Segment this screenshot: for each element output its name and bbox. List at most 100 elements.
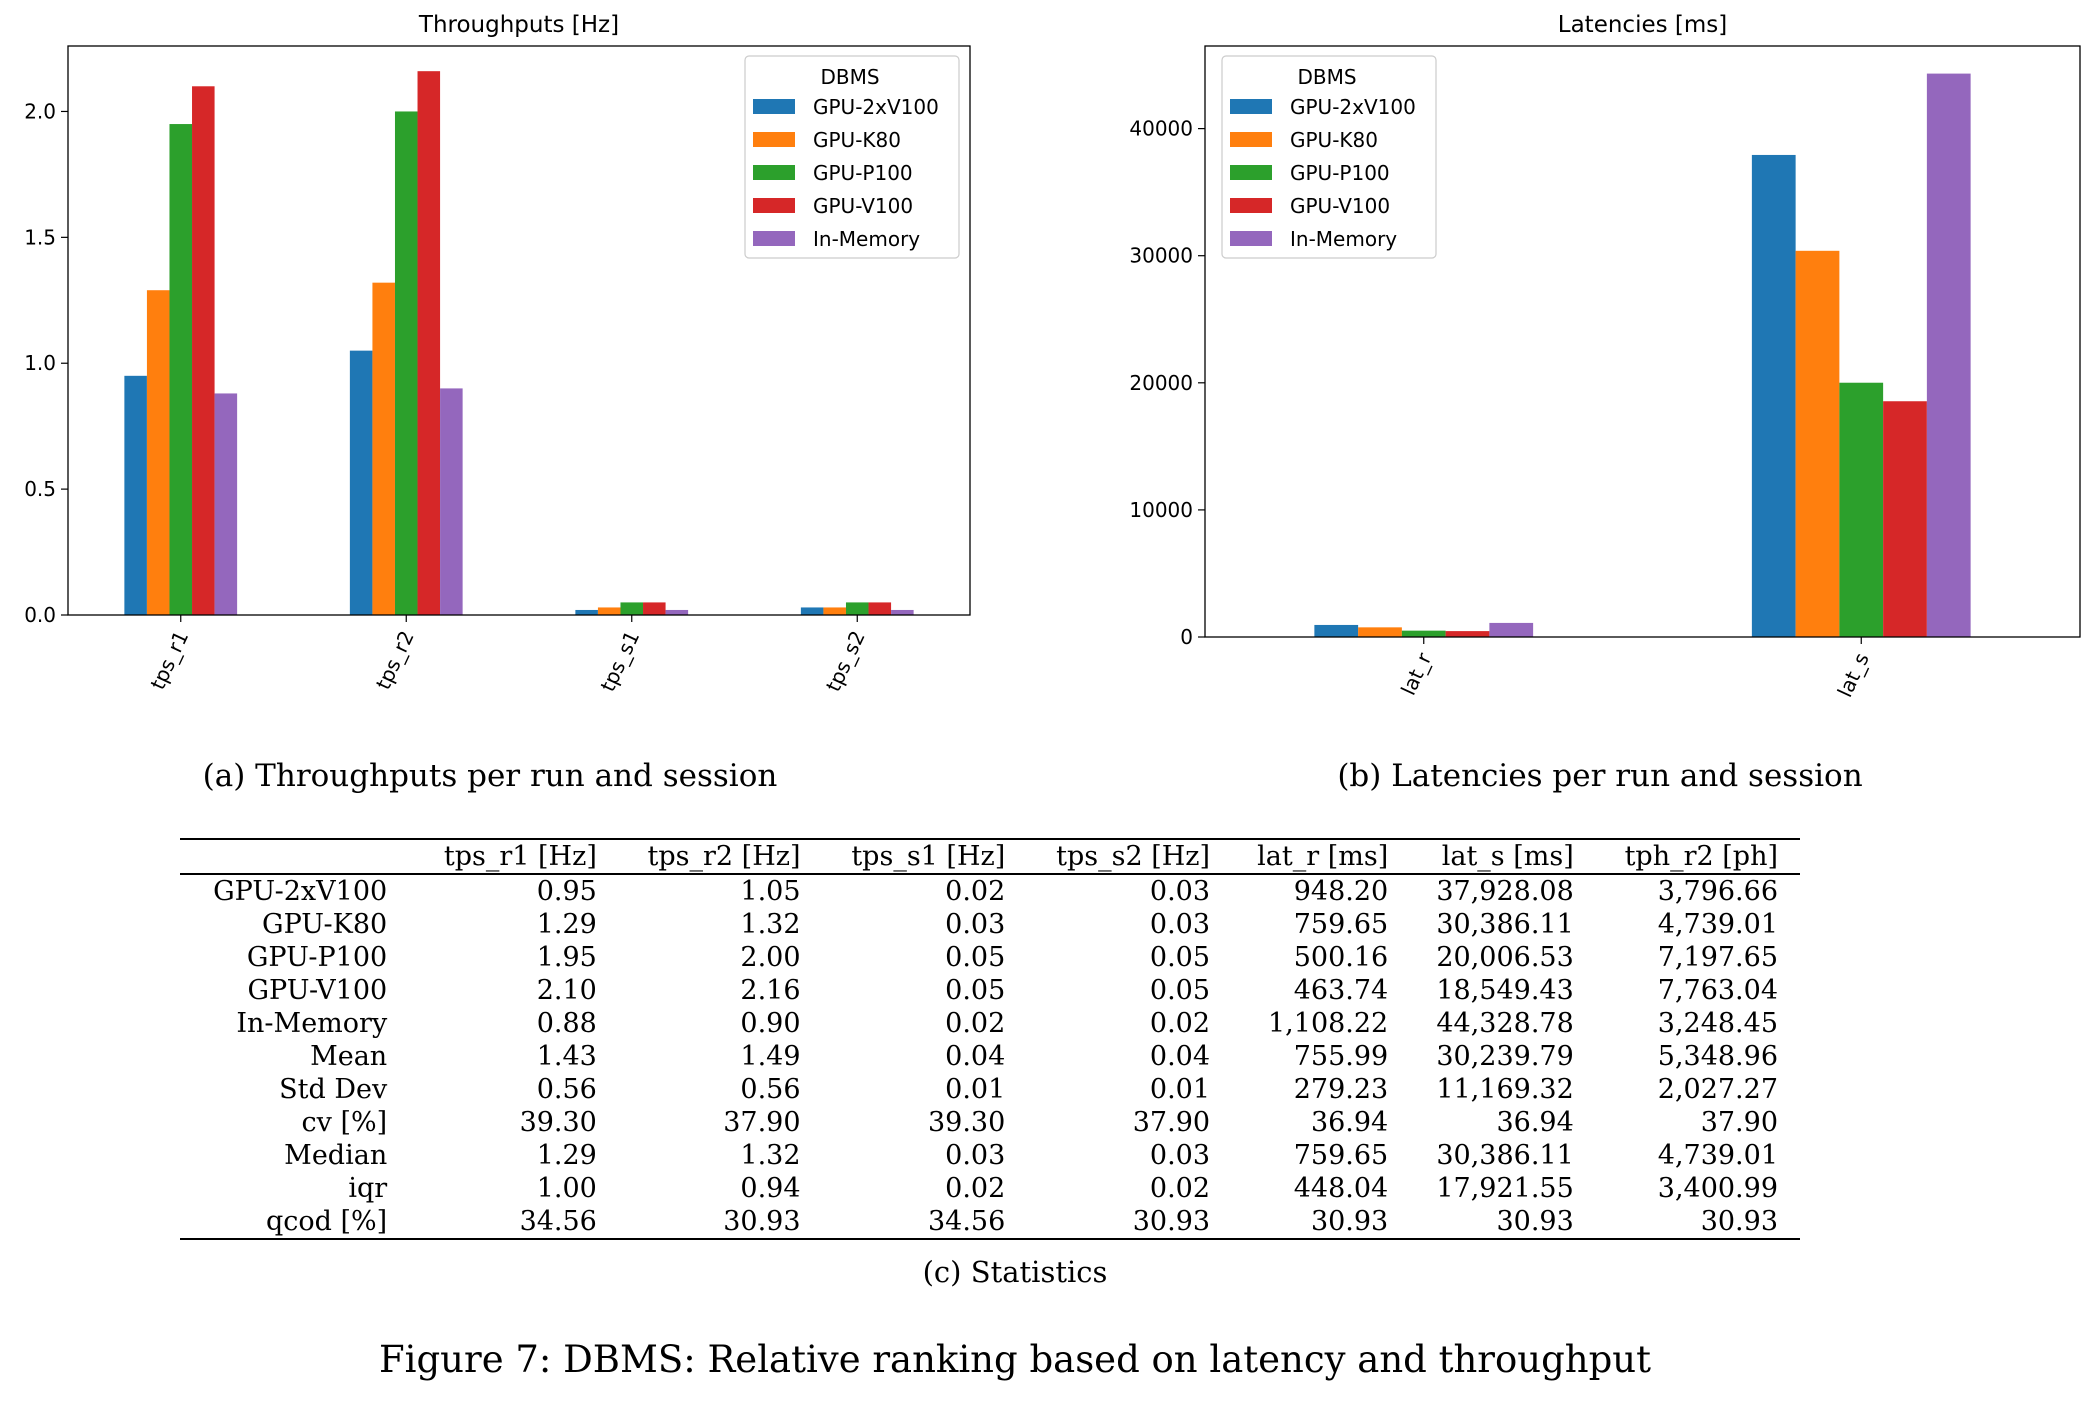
table-cell: 37.90 [1132,1107,1211,1138]
bar-gpu-k80 [823,607,846,615]
table-cell: 36.94 [1310,1107,1389,1138]
bar-gpu-2xv100 [124,375,147,615]
bar-gpu-p100 [394,111,418,615]
bar-gpu-k80 [1358,627,1402,637]
table-cell: 30,386.11 [1436,909,1574,940]
table-cell: 0.02 [1149,1008,1211,1039]
table-row: GPU-P100 1.95 2.00 0.05 0.05 500.16 20,006.53 7… [180,941,1800,974]
table-cell: 1,108.22 [1268,1008,1389,1039]
chart-title: Latencies [ms] [1558,12,1727,38]
table-header-cell: lat_r [ms] [1257,841,1389,872]
table-cell: 1.49 [740,1041,801,1072]
table-cell: 34.56 [519,1206,597,1237]
table-cell: 2.00 [740,942,801,973]
legend-swatch-gpu-k80 [753,132,795,147]
table-cell: 4,739.01 [1657,909,1778,940]
table-cell: 11,169.32 [1436,1074,1574,1105]
bar-gpu-v100 [1445,631,1490,637]
table-cell: 30,239.79 [1436,1041,1574,1072]
table-cell: 0.94 [740,1173,801,1204]
table-cell: 0.03 [1149,876,1211,907]
bar-in-memory [440,388,463,615]
bar-gpu-k80 [372,282,395,615]
y-tick-label: 1.0 [24,351,56,375]
table-cell: 39.30 [519,1107,597,1138]
legend-label-gpu-k80: GPU-K80 [813,128,901,152]
table-cell: 3,400.99 [1657,1173,1778,1204]
table-cell: 0.01 [1149,1074,1211,1105]
table-cell: 0.02 [945,1173,1006,1204]
table-row: Std Dev 0.56 0.56 0.01 0.01 279.23 11,169.32 2,… [180,1073,1800,1106]
table-cell: 3,248.45 [1657,1008,1778,1039]
legend-label-in-memory: In-Memory [813,227,920,251]
y-tick-label: 30000 [1129,244,1193,268]
y-tick-label: 0 [1180,625,1193,649]
legend-label-gpu-p100: GPU-P100 [1290,161,1390,185]
table-row-label: GPU-P100 [246,942,388,973]
table-row-label: cv [%] [301,1107,388,1138]
bar-in-memory [891,609,914,615]
bar-in-memory [1926,73,1971,637]
y-tick-label: 2.0 [24,99,56,123]
table-body: GPU-2xV100 0.95 1.05 0.02 0.03 948.20 37,928.0… [180,874,1800,1239]
table-cell: 7,197.65 [1657,942,1778,973]
table-row: GPU-K80 1.29 1.32 0.03 0.03 759.65 30,386.11 4,… [180,908,1800,941]
legend-swatch-gpu-2xv100 [1230,99,1272,114]
table-cell: 2.16 [740,975,801,1006]
legend-label-gpu-k80: GPU-K80 [1290,128,1378,152]
bar-gpu-k80 [597,607,621,615]
table-cell: 0.03 [945,1140,1006,1171]
y-tick-label: 10000 [1129,498,1193,522]
table-cell: 36.94 [1496,1107,1574,1138]
table-cell: 0.05 [1149,975,1211,1006]
table-cell: 0.88 [536,1008,597,1039]
bar-gpu-p100 [620,602,644,615]
table-cell: 37.90 [1700,1107,1778,1138]
table-cell: 0.05 [945,942,1006,973]
table-cell: 2,027.27 [1657,1074,1778,1105]
table-cell: 1.95 [536,942,597,973]
x-tick-label: tps_s1 [595,627,644,695]
table-cell: 0.02 [945,1008,1006,1039]
table-cell: 39.30 [927,1107,1006,1138]
table-cell: 0.02 [945,876,1006,907]
table-row-label: Median [284,1140,388,1171]
bar-gpu-v100 [643,602,666,615]
x-tick-label: lat_s [1833,649,1874,701]
table-row-label: Mean [310,1041,388,1072]
legend-swatch-gpu-p100 [753,165,795,180]
table-cell: 759.65 [1293,1140,1389,1171]
table-cell: 0.05 [945,975,1006,1006]
legend-swatch-gpu-k80 [1230,132,1272,147]
table-cell: 37.90 [723,1107,801,1138]
table-cell: 5,348.96 [1657,1041,1778,1072]
table-row-label: qcod [%] [265,1206,388,1237]
table-cell: 0.03 [1149,1140,1211,1171]
table-cell: 4,739.01 [1657,1140,1778,1171]
table-row-label: GPU-V100 [247,975,388,1006]
bar-in-memory [214,393,238,615]
table-row: GPU-2xV100 0.95 1.05 0.02 0.03 948.20 37,928.0… [180,874,1800,908]
table-cell: 30.93 [1310,1206,1389,1237]
table-cell: 17,921.55 [1436,1173,1574,1204]
legend-label-gpu-2xv100: GPU-2xV100 [1290,95,1416,119]
table-header-blank [180,839,415,874]
legend-swatch-gpu-v100 [753,198,795,213]
legend-label-in-memory: In-Memory [1290,227,1397,251]
table-cell: 1.43 [536,1041,597,1072]
bar-gpu-k80 [1795,250,1840,637]
bar-gpu-v100 [417,71,441,615]
table-cell: 18,549.43 [1436,975,1574,1006]
legend-box [744,55,960,259]
table-cell: 20,006.53 [1436,942,1574,973]
bar-gpu-p100 [1839,382,1884,637]
bar-gpu-v100 [192,86,215,615]
table-cell: 30,386.11 [1436,1140,1574,1171]
legend-box [1221,55,1437,259]
table-cell: 448.04 [1293,1173,1389,1204]
plot-frame [67,45,971,616]
y-tick-label: 40000 [1129,117,1193,141]
bar-gpu-2xv100 [800,607,824,615]
x-tick-label: tps_r1 [145,627,193,693]
table-cell: 948.20 [1293,876,1389,907]
